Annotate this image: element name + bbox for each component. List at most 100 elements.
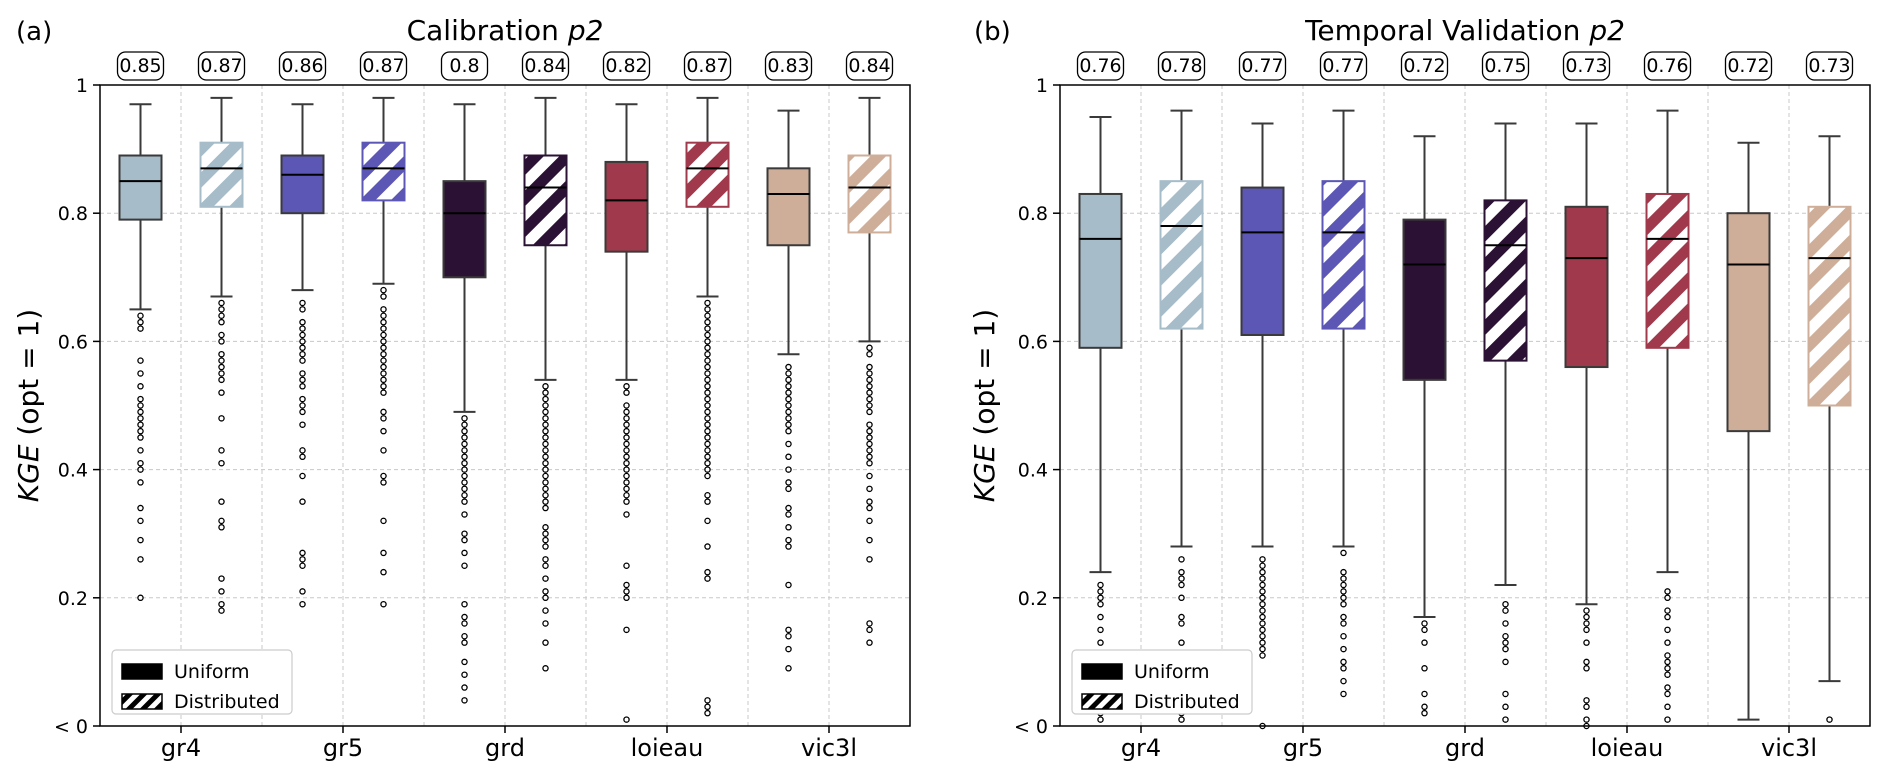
outlier-point <box>218 607 225 614</box>
outlier-point <box>137 415 144 422</box>
outlier-point <box>785 453 792 461</box>
median-label-frame <box>1724 51 1773 81</box>
outlier-point <box>623 466 630 473</box>
box-body <box>118 154 163 221</box>
x-tick-label: gr5 <box>1283 734 1323 762</box>
median-label-frame <box>359 51 408 81</box>
outlier-point <box>218 389 225 396</box>
outlier-point <box>1259 620 1266 627</box>
outlier-point <box>623 421 630 428</box>
outlier-point <box>542 536 549 544</box>
outlier-point <box>542 562 549 570</box>
outlier-point <box>1259 568 1266 576</box>
outlier-point <box>704 408 711 416</box>
box-body <box>1321 180 1366 330</box>
outlier-point <box>623 427 630 435</box>
outlier-point <box>1340 613 1347 621</box>
outlier-point <box>380 549 387 557</box>
outlier-point <box>785 395 792 403</box>
outlier-point <box>542 556 549 563</box>
outlier-point <box>1340 588 1347 595</box>
outlier-point <box>785 408 792 416</box>
outlier-point <box>380 472 387 480</box>
outlier-point <box>704 318 711 326</box>
legend: Uniform Distributed <box>1071 649 1253 715</box>
outlier-point <box>704 427 711 435</box>
outlier-point <box>1178 613 1185 621</box>
median-label-text: 0.77 <box>1322 55 1364 77</box>
outlier-point <box>1421 709 1428 717</box>
outlier-point <box>1097 581 1104 589</box>
outlier-point <box>380 415 387 422</box>
outlier-point <box>380 286 387 294</box>
outlier-point <box>542 434 549 441</box>
median-label-text: 0.87 <box>200 55 242 77</box>
outlier-point <box>1097 600 1104 608</box>
outlier-point <box>542 530 549 537</box>
box-body <box>1402 218 1447 381</box>
outlier-point <box>785 543 792 550</box>
outlier-point <box>1421 703 1428 711</box>
outlier-point <box>380 568 387 576</box>
outlier-point <box>218 312 225 320</box>
outlier-point <box>380 338 387 345</box>
outlier-point <box>623 383 630 390</box>
box-grd-uniform <box>442 103 487 704</box>
outlier-point <box>137 318 144 326</box>
outlier-point <box>785 479 792 486</box>
legend-swatch-solid <box>1081 663 1123 680</box>
outlier-point <box>623 485 630 493</box>
median-label-text: 0.82 <box>605 55 647 77</box>
median-label-frame <box>521 51 570 81</box>
outlier-point <box>380 318 387 326</box>
outlier-point <box>461 415 468 422</box>
y-axis-label: KGE (opt = 1) <box>968 309 1001 502</box>
outlier-point <box>461 633 468 640</box>
outlier-point <box>785 389 792 396</box>
outlier-point <box>461 613 468 621</box>
median-label: 0.85 <box>116 51 165 81</box>
outlier-point <box>299 395 306 403</box>
outlier-point <box>299 383 306 390</box>
median-label-text: 0.84 <box>848 55 890 77</box>
outlier-point <box>299 402 306 409</box>
outlier-point <box>704 299 711 307</box>
outlier-point <box>218 357 225 364</box>
outlier-point <box>542 665 549 672</box>
median-label: 0.83 <box>764 51 813 81</box>
outlier-point <box>137 459 144 467</box>
outlier-point <box>137 408 144 416</box>
outlier-point <box>1178 575 1185 582</box>
outlier-point <box>1178 556 1185 563</box>
outlier-point <box>1421 620 1428 627</box>
outlier-point <box>1502 703 1509 711</box>
outlier-point <box>380 427 387 435</box>
outlier-point <box>1259 626 1266 634</box>
outlier-point <box>1421 639 1428 646</box>
outlier-point <box>1664 588 1671 595</box>
box-gr5-distributed <box>361 96 406 608</box>
y-tick-label: 0.8 <box>1018 203 1048 225</box>
outlier-point <box>704 697 711 704</box>
outlier-point <box>704 434 711 441</box>
outlier-point <box>1178 594 1185 602</box>
outlier-point <box>218 415 225 422</box>
median-label-text: 0.76 <box>1079 55 1121 77</box>
median-label: 0.73 <box>1805 51 1854 81</box>
legend-label: Uniform <box>1134 661 1210 683</box>
outlier-point <box>542 491 549 499</box>
median-label-frame <box>1400 51 1449 81</box>
median-label-frame <box>764 51 813 81</box>
x-tick-label: gr4 <box>161 734 201 762</box>
y-tick-label: 0.4 <box>58 460 88 482</box>
outlier-point <box>866 556 873 563</box>
outlier-point <box>299 318 306 326</box>
outlier-point <box>542 453 549 461</box>
outlier-point <box>623 581 630 589</box>
outlier-point <box>542 543 549 550</box>
outlier-point <box>1097 639 1104 646</box>
outlier-point <box>1259 633 1266 640</box>
outlier-point <box>542 472 549 480</box>
outlier-point <box>299 498 306 505</box>
